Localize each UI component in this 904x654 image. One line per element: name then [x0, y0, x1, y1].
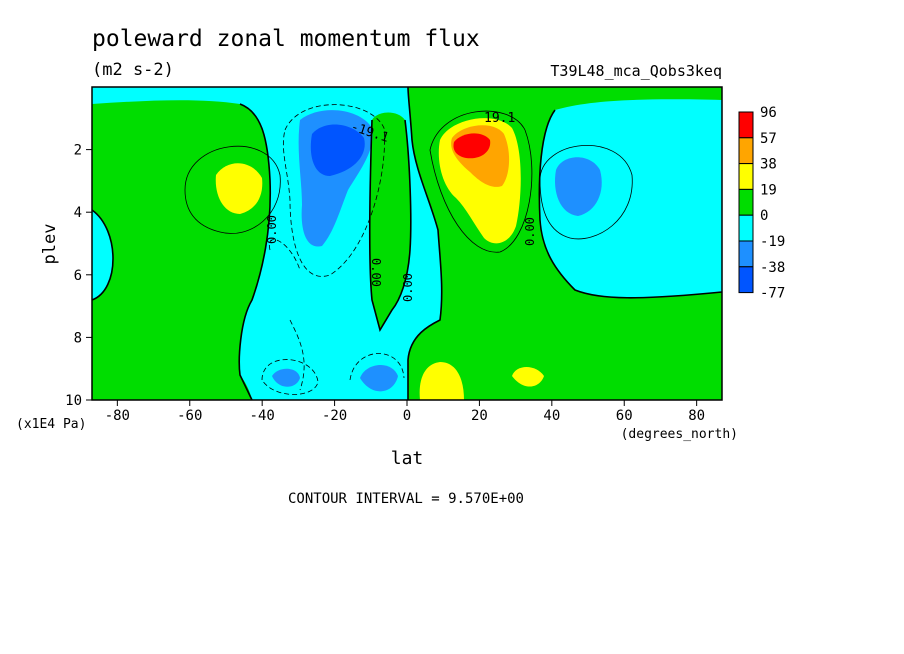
top-strip: [560, 87, 620, 94]
negative-core-south: [310, 124, 365, 176]
contour-label-pos: 19.1: [484, 111, 515, 126]
x-axis-label: lat: [391, 448, 424, 469]
negative-lobe-north: [554, 157, 602, 216]
colorbar-label: 57: [760, 131, 777, 147]
x-axis: -80 -60 -40 -20 0 20 40 60 80: [105, 400, 705, 424]
negative-lobe-low-2: [360, 364, 398, 392]
y-axis: 2 4 6 8 10: [65, 143, 92, 409]
colorbar-label: 96: [760, 105, 777, 121]
y-tick-label: 10: [65, 393, 82, 409]
y-tick-label: 4: [74, 205, 82, 221]
contour-label-zero-1: 0.00: [265, 215, 279, 244]
colorbar-swatch: [738, 111, 754, 139]
colorbar-swatch: [738, 214, 754, 242]
colorbar: 96 57 38 19 0 -19 -38 -77: [738, 105, 785, 302]
colorbar-swatch: [738, 188, 754, 216]
y-axis-label: plev: [40, 224, 60, 265]
y-tick-label: 2: [74, 143, 82, 159]
x-tick-label: 80: [688, 408, 705, 424]
contour-label-zero-3: 0.00: [401, 273, 415, 302]
x-tick-label: -60: [177, 408, 202, 424]
colorbar-swatch: [738, 240, 754, 268]
x-tick-label: -80: [105, 408, 130, 424]
colorbar-label: 0: [760, 208, 768, 224]
run-label: T39L48_mca_Qobs3keq: [550, 62, 722, 80]
colorbar-label: 38: [760, 157, 777, 173]
y-tick-label: 8: [74, 330, 82, 346]
colorbar-swatch: [738, 137, 754, 165]
contour-interval-label: CONTOUR INTERVAL = 9.570E+00: [288, 491, 524, 507]
x-tick-label: 0: [403, 408, 411, 424]
colorbar-label: -38: [760, 260, 785, 276]
positive-lobe-low-2: [512, 367, 544, 387]
colorbar-label: 19: [760, 182, 777, 198]
colorbar-swatch: [738, 266, 754, 294]
y-tick-label: 6: [74, 268, 82, 284]
x-tick-label: -40: [250, 408, 275, 424]
plot-area: -19.1 19.1 0.00 0.00 0.00 0.00: [91, 86, 723, 401]
positive-region-equator: [369, 112, 411, 330]
contour-label-zero-4: 0.00: [523, 217, 537, 246]
chart-units: (m2 s-2): [92, 60, 174, 80]
x-tick-label: 40: [543, 408, 560, 424]
colorbar-label: -77: [760, 286, 785, 302]
negative-lobe-low-1: [272, 368, 300, 387]
x-axis-units: (degrees_north): [621, 427, 738, 442]
positive-lobe-south: [215, 163, 263, 214]
contour-label-zero-2: 0.00: [369, 258, 383, 287]
positive-core-north: [453, 133, 491, 159]
chart-title: poleward zonal momentum flux: [92, 26, 480, 52]
colorbar-label: -19: [760, 234, 785, 250]
x-tick-label: 20: [471, 408, 488, 424]
y-axis-units: (x1E4 Pa): [16, 417, 86, 432]
positive-lobe-low-1: [419, 362, 464, 400]
x-tick-label: 60: [616, 408, 633, 424]
colorbar-swatch: [738, 163, 754, 190]
x-tick-label: -20: [322, 408, 347, 424]
